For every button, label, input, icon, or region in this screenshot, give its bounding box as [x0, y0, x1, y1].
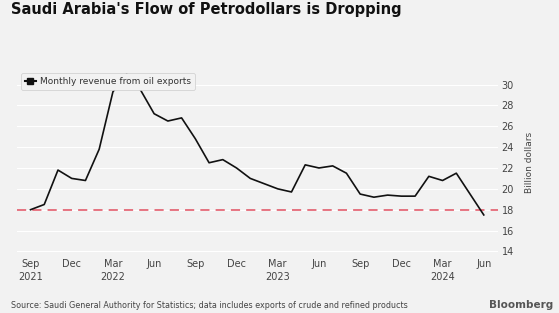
Text: Saudi Arabia's Flow of Petrodollars is Dropping: Saudi Arabia's Flow of Petrodollars is D… [11, 2, 402, 17]
Text: Source: Saudi General Authority for Statistics; data includes exports of crude a: Source: Saudi General Authority for Stat… [11, 301, 408, 310]
Text: Bloomberg: Bloomberg [489, 300, 553, 310]
Legend: Monthly revenue from oil exports: Monthly revenue from oil exports [21, 73, 195, 90]
Y-axis label: Billion dollars: Billion dollars [525, 132, 534, 193]
